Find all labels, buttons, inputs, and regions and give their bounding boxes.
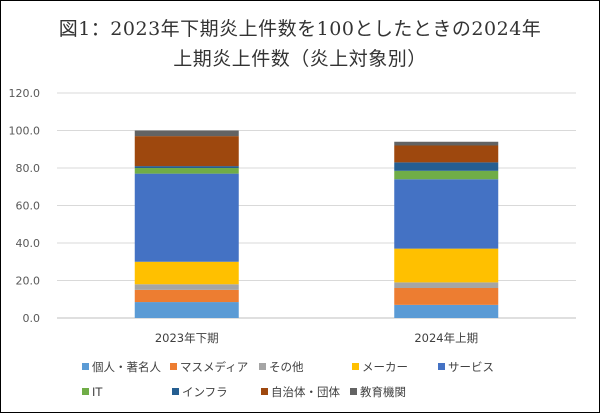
bar-segment (134, 289, 239, 303)
chart-subtitle: 上期炎上件数（炎上対象別） (173, 48, 427, 70)
bar-segment (134, 130, 239, 137)
legend-label: メーカー (362, 360, 408, 374)
legend-swatch (350, 388, 357, 395)
y-tick-label: 0.0 (23, 312, 41, 325)
bar-segment (134, 168, 239, 174)
x-category-label: 2024年上期 (414, 331, 478, 345)
bar-segment (394, 162, 499, 171)
x-axis: 2023年下期 2024年上期 (155, 331, 478, 345)
bar-segment (394, 304, 499, 318)
bar-segment (134, 284, 239, 290)
legend-swatch (352, 363, 359, 370)
x-category-label: 2023年下期 (155, 331, 219, 345)
bar-segment (394, 282, 499, 288)
legend-swatch (82, 388, 89, 395)
legend-swatch (170, 363, 177, 370)
bar-segment (394, 145, 499, 163)
legend-label: 個人・著名人 (92, 360, 161, 374)
legend-swatch (438, 363, 445, 370)
bar-segment (134, 302, 239, 318)
bars (134, 130, 499, 318)
y-tick-label: 80.0 (16, 162, 41, 175)
chart-title: 図1：2023年下期炎上件数を100としたときの2024年 (58, 18, 542, 40)
legend-label: マスメディア (180, 360, 248, 374)
bar-segment (134, 166, 239, 168)
bar-segment (134, 173, 239, 262)
legend-label: その他 (269, 360, 304, 374)
bar-segment (394, 248, 499, 283)
bar-segment (134, 136, 239, 167)
y-tick-label: 40.0 (16, 237, 41, 250)
legend-label: 自治体・団体 (271, 385, 340, 399)
bar-segment (394, 288, 499, 305)
legend-label: インフラ (182, 385, 228, 399)
legend-label: IT (92, 385, 103, 399)
bar-segment (394, 170, 499, 180)
bar-segment (394, 179, 499, 249)
y-tick-label: 100.0 (9, 125, 41, 138)
y-tick-label: 120.0 (9, 87, 41, 100)
legend-swatch (261, 388, 268, 395)
y-tick-label: 60.0 (16, 200, 41, 213)
legend-swatch (82, 363, 89, 370)
bar-segment (134, 261, 239, 285)
legend: 個人・著名人 マスメディア その他 メーカー サービス IT インフラ 自治体・団体 教育機関 (82, 360, 494, 399)
legend-label: サービス (448, 360, 494, 374)
legend-label: 教育機関 (360, 385, 406, 399)
bar-segment (394, 141, 499, 146)
y-axis: 0.0 20.0 40.0 60.0 80.0 100.0 120.0 (9, 87, 41, 325)
legend-swatch (259, 363, 266, 370)
y-tick-label: 20.0 (16, 275, 41, 288)
legend-swatch (172, 388, 179, 395)
